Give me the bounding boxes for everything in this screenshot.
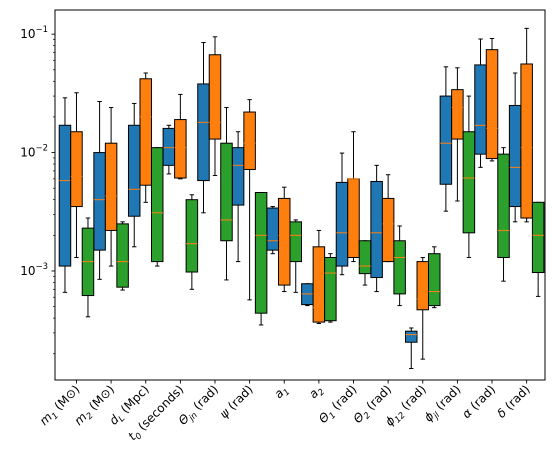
box-body [127,124,141,217]
box-s3-4 [220,107,233,281]
box-body [474,64,487,155]
box-body [370,180,383,279]
box-s3-7 [324,253,337,323]
box-body [162,127,176,166]
box-body [70,131,83,208]
box-s3-8 [358,240,372,286]
box-s1-3 [162,124,176,175]
box-body [277,197,291,286]
box-s2-9 [381,174,395,263]
box-s2-6 [277,186,291,293]
box-body [531,201,545,274]
box-s3-12 [497,147,510,282]
y-tick-label: 10−1 [20,25,48,41]
box-body [93,152,106,251]
box-body [139,78,152,186]
box-s3-3 [185,194,199,290]
box-s2-13 [520,27,533,223]
box-s2-3 [174,93,187,180]
box-s2-4 [208,36,222,177]
box-s1-1 [93,100,106,280]
box-s1-13 [508,72,522,223]
plot-area [58,27,545,370]
box-body [462,131,476,234]
box-s1-9 [370,164,383,293]
box-s1-10 [405,327,418,370]
box-s1-12 [474,38,487,168]
y-tick-label: 10−2 [20,144,48,160]
box-s1-4 [197,42,210,214]
box-s2-7 [312,229,326,325]
box-body [58,124,72,267]
y-tick-label: 10−3 [20,262,48,278]
box-body [439,95,453,185]
box-body [347,178,360,258]
box-s3-2 [150,147,164,267]
x-tick-label: δ (rad) [494,382,532,420]
box-s1-0 [58,97,72,293]
box-body [289,221,302,263]
box-s2-8 [347,131,360,263]
box-body [185,199,199,273]
box-s3-5 [254,192,268,326]
box-s1-7 [301,283,314,307]
box-s2-1 [104,107,118,267]
box-body [197,83,210,182]
box-s2-2 [139,72,152,203]
box-body [312,246,326,323]
box-s3-11 [462,95,476,258]
box-body [485,49,499,160]
box-body [231,147,245,206]
y-axis: 10−3 10−2 10−1 [20,25,55,355]
box-body [497,153,510,258]
box-body [405,330,418,343]
box-body [220,142,233,242]
box-s2-11 [451,67,464,202]
box-s3-1 [116,221,129,291]
box-body [381,197,395,263]
box-body [508,104,522,208]
box-s2-5 [243,99,256,301]
x-tick-label: a2 [306,382,327,403]
box-s3-9 [393,225,406,307]
box-body [254,192,268,314]
box-s1-5 [231,131,245,263]
box-s1-11 [439,66,453,212]
box-s1-6 [266,206,279,255]
box-body [208,54,222,140]
box-s3-6 [289,219,302,293]
box-s1-8 [335,152,349,276]
axes-frame [54,9,546,381]
box-s3-13 [531,201,545,297]
box-body [335,181,349,267]
x-tick-label: a1 [271,382,292,403]
box-body [393,240,406,295]
box-s1-2 [127,102,141,248]
x-tick-label: ϕjl (rad) [421,382,465,426]
x-tick-label: ψ (rad) [217,382,256,421]
box-body [150,147,164,263]
box-body [116,223,129,288]
box-body [358,240,372,275]
x-axis: m1 (M⊙)m2 (M⊙)dL (Mpc)t0 (seconds)Θjn (r… [37,380,533,443]
box-body [243,111,256,170]
x-tick-label: α (rad) [459,382,498,421]
box-s2-10 [416,256,430,360]
box-s2-0 [70,92,83,258]
box-body [520,63,533,219]
box-body [451,89,464,140]
box-s3-10 [428,246,441,309]
box-s2-12 [485,37,499,162]
box-body [104,142,118,231]
box-s3-0 [81,217,95,318]
box-body [324,256,337,322]
box-body [174,119,187,179]
box-body [416,261,430,311]
box-body [266,207,279,251]
box-body [428,253,441,307]
